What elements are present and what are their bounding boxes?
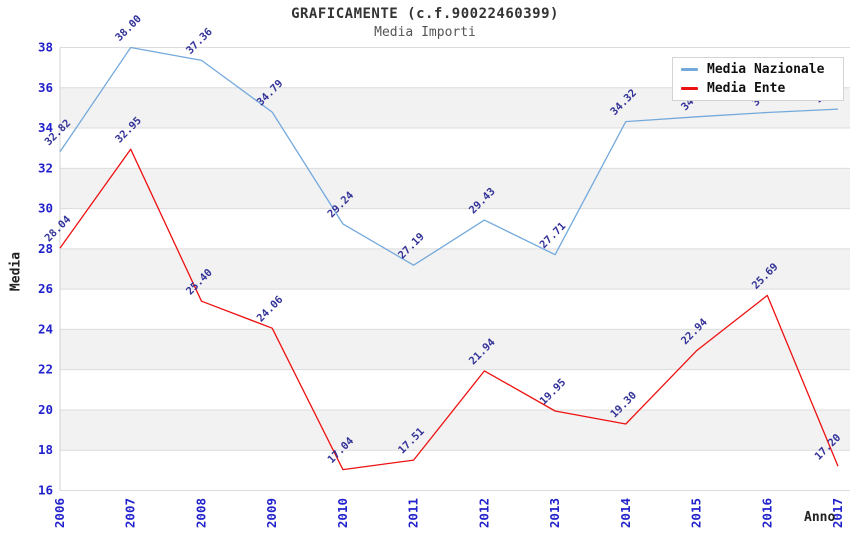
plot-band — [60, 248, 850, 290]
x-tick-label: 2012 — [476, 498, 491, 528]
y-tick-label: 20 — [38, 402, 53, 417]
plot-band — [60, 369, 850, 410]
legend-label-media-ente: Media Ente — [707, 81, 786, 96]
legend: Media Nazionale Media Ente — [672, 57, 844, 101]
legend-label-media-nazionale: Media Nazionale — [707, 62, 825, 77]
y-tick-label: 38 — [38, 40, 53, 55]
plot-band — [60, 128, 850, 169]
x-tick-label: 2017 — [830, 498, 845, 528]
y-tick-label: 36 — [38, 80, 53, 95]
plot-band — [60, 289, 850, 330]
x-tick-label: 2014 — [618, 498, 633, 528]
x-tick-label: 2007 — [123, 498, 138, 528]
plot-band — [60, 409, 850, 451]
plot-band — [60, 450, 850, 491]
x-tick-label: 2006 — [52, 498, 67, 528]
x-tick-label: 2008 — [194, 498, 209, 528]
x-tick-label: 2015 — [689, 498, 704, 528]
plot-band — [60, 329, 850, 370]
x-tick-label: 2009 — [264, 498, 279, 528]
y-tick-label: 26 — [38, 281, 53, 296]
chart-title: GRAFICAMENTE (c.f.90022460399) — [291, 6, 559, 22]
legend-item-media-ente: Media Ente — [681, 81, 843, 96]
x-tick-label: 2011 — [406, 498, 421, 528]
y-tick-label: 32 — [38, 160, 53, 175]
y-tick-label: 22 — [38, 362, 53, 377]
series-line-media-nazionale — [59, 46, 839, 266]
y-tick-label: 30 — [38, 201, 53, 216]
y-tick-label: 28 — [38, 241, 53, 256]
series-line-media-ente — [59, 148, 839, 471]
x-tick-label: 2010 — [335, 498, 350, 528]
plot-band — [60, 168, 850, 209]
plot-band — [60, 208, 850, 249]
legend-line-swatch-blue — [681, 68, 698, 71]
legend-item-media-nazionale: Media Nazionale — [681, 62, 843, 77]
y-tick-label: 18 — [38, 442, 53, 457]
data-label: 38.00 — [113, 13, 144, 44]
y-tick-label: 24 — [38, 321, 53, 336]
legend-line-swatch-red — [681, 87, 698, 90]
x-axis-title: Anno — [804, 510, 836, 525]
y-tick-label: 34 — [38, 120, 53, 135]
x-tick-label: 2013 — [547, 498, 562, 528]
y-tick-label: 16 — [38, 483, 53, 498]
y-axis-title: Media — [8, 251, 24, 292]
x-tick-label: 2016 — [759, 498, 774, 528]
chart-subtitle: Media Importi — [374, 25, 476, 40]
